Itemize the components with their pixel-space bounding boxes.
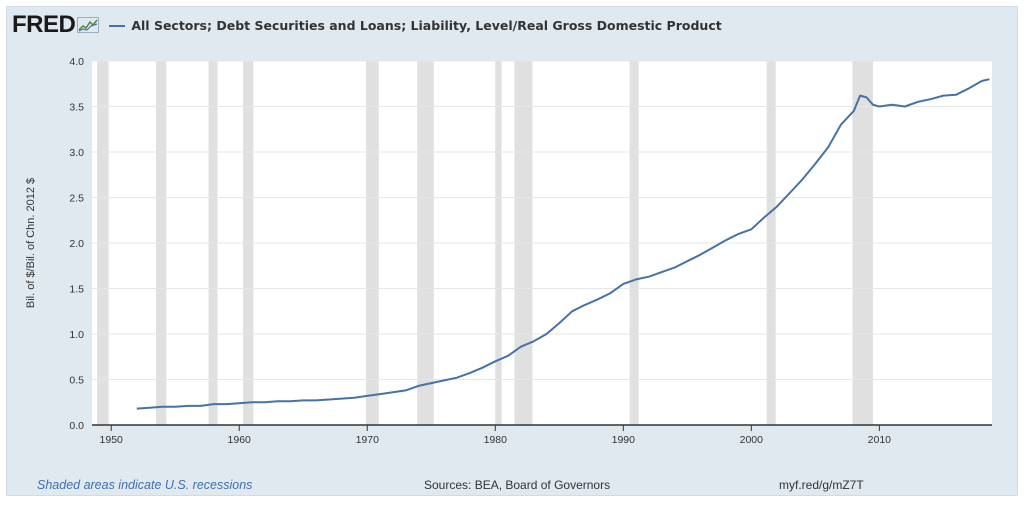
- line-chart: 0.0 0.5 1.0 1.5 2.0 2.5 3.0 3.5 4.0 1950 1960 1970 1…: [25, 56, 992, 446]
- y-tick-label: 3.5: [69, 102, 84, 114]
- recession-note: Shaded areas indicate U.S. recessions: [37, 478, 253, 492]
- y-tick-label: 2.0: [69, 238, 84, 250]
- legend-swatch: [109, 25, 126, 27]
- x-tick-label: 1980: [484, 434, 508, 446]
- series-line: [136, 78, 990, 410]
- x-tick-label: 1950: [100, 434, 124, 446]
- y-tick-label: 4.0: [69, 56, 84, 68]
- y-tick-label: 0.0: [69, 420, 84, 432]
- y-tick-label: 1.5: [69, 284, 84, 296]
- x-tick-label: 2010: [868, 434, 892, 446]
- y-axis-label: Bil. of $/Bil. of Chn. 2012 $: [25, 178, 37, 308]
- x-tick-label: 1990: [612, 434, 636, 446]
- legend-label: All Sectors; Debt Securities and Loans; …: [131, 17, 722, 33]
- y-tick-label: 0.5: [69, 375, 84, 387]
- short-link[interactable]: myf.red/g/mZ7T: [779, 478, 864, 492]
- y-tick-label: 3.0: [69, 147, 84, 159]
- fred-graph-icon: [77, 17, 100, 33]
- y-tick-label: 1.0: [69, 329, 84, 341]
- x-tick-label: 1970: [356, 434, 380, 446]
- sources-text: Sources: BEA, Board of Governors: [424, 478, 611, 492]
- fred-logo[interactable]: FRED: [12, 11, 76, 38]
- y-tick-label: 2.5: [69, 193, 84, 205]
- chart-header: FRED All Sectors; Debt Securities and Lo…: [12, 10, 722, 40]
- x-tick-label: 1960: [228, 434, 252, 446]
- x-tick-label: 2000: [740, 434, 764, 446]
